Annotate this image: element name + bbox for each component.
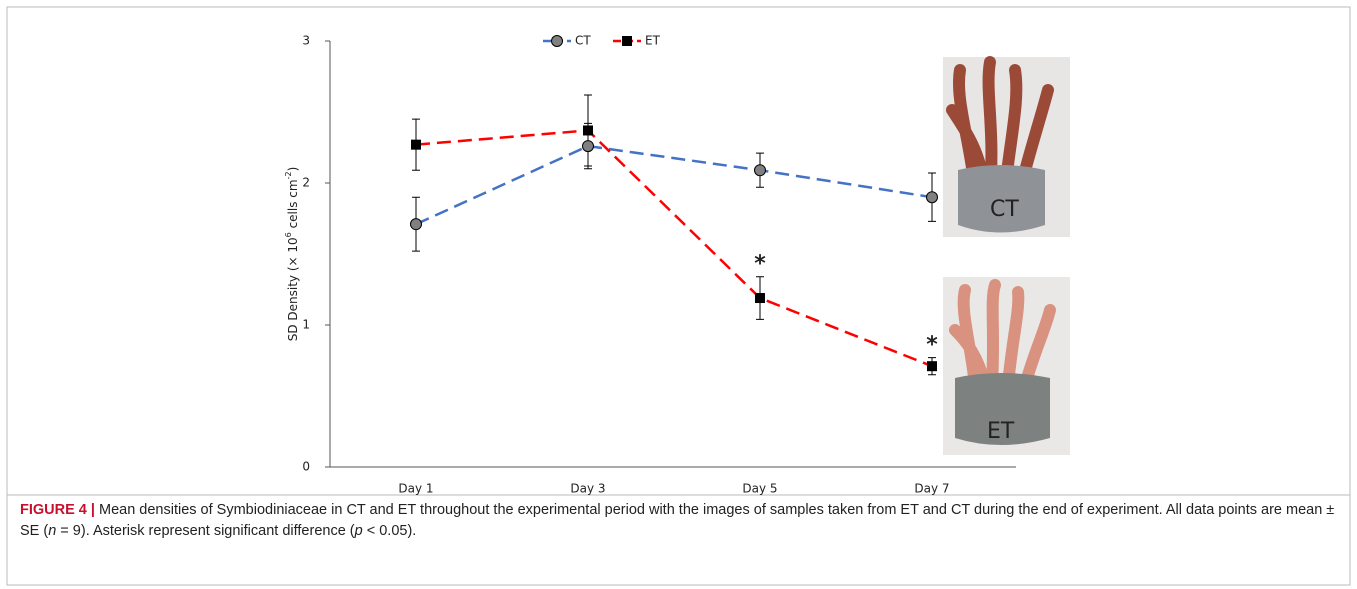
marker	[583, 125, 593, 136]
marker	[754, 164, 766, 177]
series-line	[415, 129, 933, 368]
y-axis-label-part: )	[286, 167, 300, 172]
figure-border	[6, 6, 1351, 586]
y-axis-label-part: 6	[284, 232, 293, 237]
y-axis-label-part: SD Density (× 10	[286, 237, 300, 341]
caption-label: FIGURE 4 |	[20, 502, 95, 518]
ct-photo: CT	[943, 56, 1070, 237]
y-axis-label-part: cells cm	[286, 179, 300, 232]
y-axis-label: SD Density (× 106 cells cm-2)	[284, 167, 300, 342]
y-tick-label: 3	[302, 34, 310, 48]
x-tick-label: Day 3	[570, 482, 605, 496]
legend-marker	[622, 36, 632, 46]
photo-label: CT	[990, 197, 1019, 222]
y-axis-label-part: -2	[284, 171, 293, 179]
series-line	[415, 144, 933, 226]
y-tick-label: 2	[302, 176, 310, 190]
x-tick-label: Day 7	[914, 482, 949, 496]
marker	[410, 218, 422, 231]
legend-label: CT	[575, 34, 591, 48]
legend-label: ET	[645, 34, 661, 48]
caption-part: p	[354, 523, 363, 539]
marker	[582, 140, 594, 153]
caption-part: < 0.05).	[362, 523, 417, 539]
marker	[755, 293, 765, 304]
photo-label: ET	[987, 419, 1015, 444]
marker	[926, 191, 938, 204]
y-tick-label: 0	[302, 460, 310, 474]
legend-marker	[551, 35, 563, 47]
caption-part: n	[48, 523, 57, 539]
y-tick-label: 1	[302, 318, 310, 332]
caption-part: Mean densities of Symbiodiniaceae in CT …	[20, 502, 1335, 539]
x-tick-label: Day 1	[398, 482, 433, 496]
caption-part: = 9). Asterisk represent significant dif…	[56, 523, 355, 539]
x-tick-label: Day 5	[742, 482, 777, 496]
et-photo: ET	[943, 277, 1070, 455]
marker	[411, 139, 421, 150]
significance-label: *	[754, 252, 766, 277]
marker	[927, 361, 937, 372]
significance-label: *	[926, 333, 938, 358]
caption-text: Mean densities of Symbiodiniaceae in CT …	[20, 502, 1334, 539]
caption: FIGURE 4 | Mean densities of Symbiodinia…	[20, 500, 1335, 542]
